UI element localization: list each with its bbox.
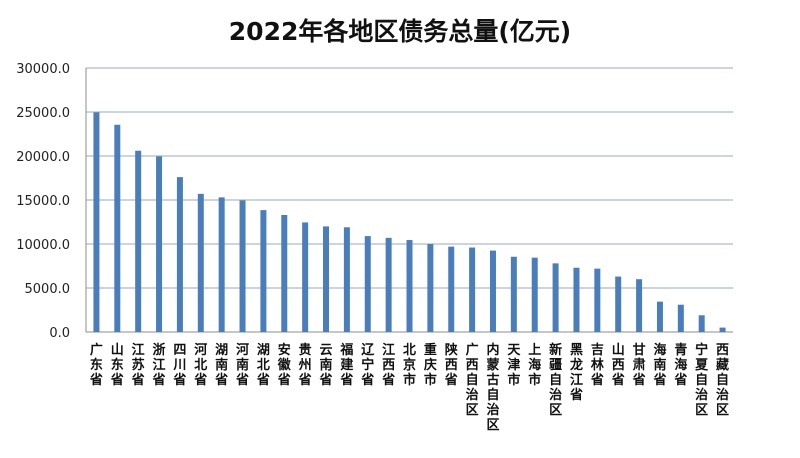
bar bbox=[427, 244, 434, 332]
bar bbox=[343, 227, 350, 332]
bar bbox=[218, 197, 225, 332]
bar bbox=[719, 327, 726, 332]
x-tick-label: 四川省 bbox=[172, 343, 186, 388]
x-tick-label: 江苏省 bbox=[131, 342, 145, 388]
bar bbox=[239, 200, 246, 332]
x-tick-label: 上海市 bbox=[528, 343, 541, 388]
x-tick-label: 浙江省 bbox=[152, 342, 166, 388]
bar bbox=[197, 193, 204, 332]
x-tick-label: 重庆市 bbox=[423, 342, 437, 388]
x-tick-label: 黑龙江省 bbox=[569, 343, 583, 403]
bar bbox=[510, 256, 517, 332]
x-tick-label: 安徽省 bbox=[277, 342, 292, 388]
x-tick-label: 广西自治区 bbox=[466, 342, 479, 418]
x-tick-labels: 广东省山东省江苏省浙江省四川省河北省湖南省河南省湖北省安徽省贵州省云南省福建省辽… bbox=[89, 342, 729, 433]
bar bbox=[93, 112, 100, 332]
y-tick-labels: 0.0 5000.0 10000.0 15000.0 20000.0 25000.0 300… bbox=[16, 62, 70, 341]
x-tick-label: 海南省 bbox=[652, 342, 666, 388]
bar bbox=[364, 236, 371, 332]
chart-title: 2022年各地区债务总量(亿元) bbox=[228, 17, 572, 46]
x-tick-label: 西藏自治区 bbox=[716, 343, 729, 418]
bars bbox=[93, 112, 726, 332]
y-tick-label: 20000.0 bbox=[16, 150, 70, 165]
x-tick-label: 新疆自治区 bbox=[549, 342, 562, 418]
y-tick-label: 30000.0 bbox=[16, 62, 70, 77]
x-tick-label: 河南省 bbox=[235, 342, 249, 388]
x-tick-label: 内蒙古自治区 bbox=[486, 342, 499, 433]
bar bbox=[135, 150, 142, 332]
bar bbox=[552, 263, 559, 332]
y-tick-label: 5000.0 bbox=[25, 282, 71, 297]
bar bbox=[281, 214, 288, 332]
y-tick-label: 10000.0 bbox=[16, 238, 70, 253]
bar bbox=[448, 246, 455, 332]
bar bbox=[489, 250, 496, 332]
bar bbox=[615, 276, 622, 332]
x-tick-label: 河北省 bbox=[193, 342, 207, 388]
x-tick-label: 福建省 bbox=[339, 342, 353, 388]
y-tick-label: 0.0 bbox=[49, 326, 70, 341]
bar bbox=[531, 257, 538, 332]
x-tick-label: 湖南省 bbox=[214, 343, 228, 388]
x-tick-label: 贵州省 bbox=[298, 342, 312, 388]
bar bbox=[114, 124, 121, 332]
bar bbox=[302, 222, 309, 332]
y-tick-label: 25000.0 bbox=[16, 106, 70, 121]
bar bbox=[156, 156, 163, 332]
bar bbox=[176, 177, 183, 332]
x-tick-label: 天津市 bbox=[507, 343, 521, 388]
bar bbox=[385, 237, 392, 332]
bar bbox=[406, 240, 413, 332]
bar bbox=[260, 210, 267, 332]
bar bbox=[656, 301, 663, 332]
x-tick-label: 吉林省 bbox=[590, 343, 604, 388]
x-tick-label: 广东省 bbox=[89, 342, 103, 388]
x-tick-label: 山西省 bbox=[611, 342, 625, 388]
y-tick-label: 15000.0 bbox=[16, 194, 70, 209]
x-tick-label: 湖北省 bbox=[256, 343, 270, 388]
x-tick-label: 宁夏自治区 bbox=[694, 342, 709, 418]
x-tick-label: 北京市 bbox=[403, 343, 416, 388]
x-tick-label: 辽宁省 bbox=[360, 343, 375, 388]
bar bbox=[594, 268, 601, 332]
x-tick-label: 甘肃省 bbox=[632, 342, 646, 388]
x-tick-label: 云南省 bbox=[319, 343, 333, 388]
x-tick-label: 江西省 bbox=[381, 342, 395, 388]
bar bbox=[323, 226, 330, 332]
bar bbox=[573, 267, 580, 332]
x-tick-label: 青海省 bbox=[673, 342, 687, 388]
bar bbox=[469, 247, 476, 332]
bar bbox=[636, 279, 643, 332]
x-tick-label: 山东省 bbox=[110, 342, 124, 388]
bar bbox=[698, 315, 705, 332]
x-tick-label: 陕西省 bbox=[444, 342, 459, 388]
bar bbox=[677, 304, 684, 332]
